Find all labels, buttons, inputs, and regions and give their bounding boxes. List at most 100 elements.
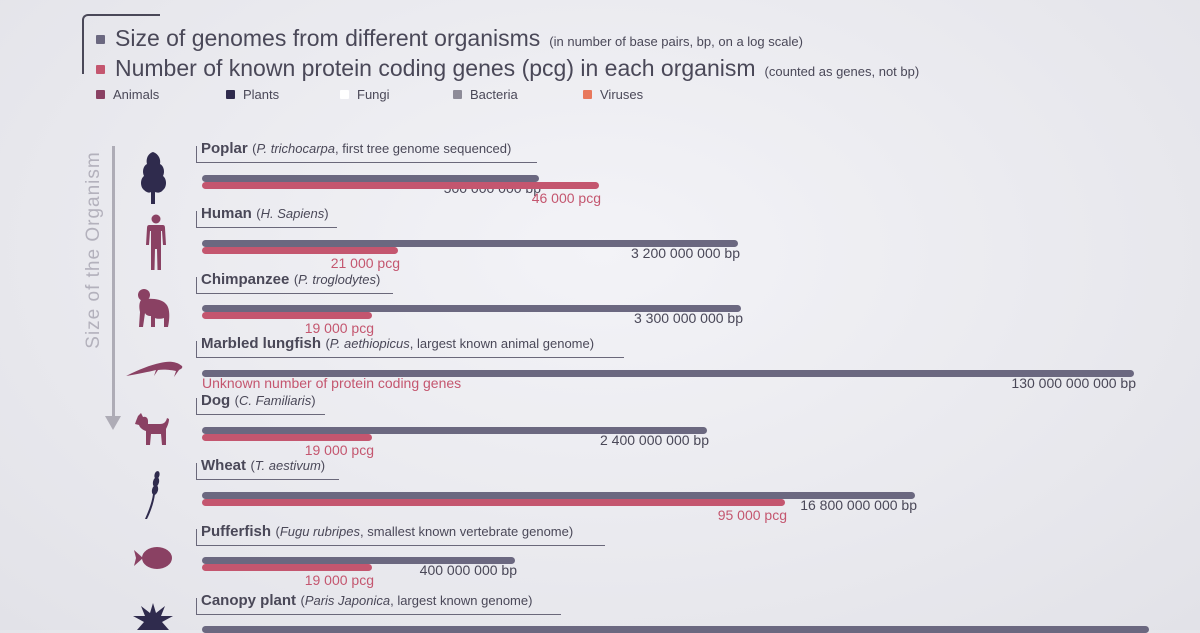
paren-close: ): [324, 206, 329, 221]
legend-label-plants: Plants: [243, 87, 280, 102]
genome-size-label-chimpanzee: 3 300 000 000 bp: [634, 310, 743, 326]
header-genome-size-title: Size of genomes from different organisms: [115, 25, 541, 51]
header-protein-genes-title: Number of known protein coding genes (pc…: [115, 55, 756, 81]
genome-size-bar-pufferfish: [202, 557, 515, 564]
paren-open: (: [300, 593, 305, 608]
label-pufferfish: Pufferfish (Fugu rubripes, smallest know…: [196, 523, 605, 546]
header-protein-genes-subtitle: (counted as genes, not bp): [764, 64, 920, 79]
protein-genes-bar-poplar: [202, 182, 599, 189]
organism-name: Marbled lungfish: [201, 335, 321, 352]
protein-genes-label-chimpanzee: 19 000 pcg: [304, 320, 374, 336]
organism-name: Human: [201, 205, 252, 222]
organism-name: Poplar: [201, 140, 248, 157]
genome-size-swatch: [96, 35, 105, 44]
pufferfish-icon: [133, 545, 175, 571]
protein-genes-label-wheat: 95 000 pcg: [717, 507, 787, 523]
legend-swatch-fungi: [340, 90, 349, 99]
axis-arrow-down-icon: [105, 416, 121, 430]
scientific-name: H. Sapiens: [260, 206, 325, 221]
paren-close: ): [589, 336, 595, 351]
wheat-icon: [143, 470, 165, 520]
genome-size-label-human: 3 200 000 000 bp: [631, 245, 740, 261]
paren-close: ): [375, 272, 381, 287]
scientific-name: P. trichocarpa: [256, 141, 336, 156]
canopy-plant-icon: [133, 603, 173, 630]
protein-genes-label-marbled-lungfish: Unknown number of protein coding genes: [202, 375, 462, 391]
legend-label-fungi: Fungi: [357, 87, 390, 102]
header-line-protein-genes: Number of known protein coding genes (pc…: [96, 55, 919, 82]
protein-genes-bar-dog: [202, 434, 372, 441]
protein-genes-label-dog: 19 000 pcg: [304, 442, 374, 458]
label-poplar: Poplar (P. trichocarpa, first tree genom…: [196, 140, 537, 163]
organism-note: , largest known genome: [390, 593, 529, 608]
human-icon: [145, 214, 167, 272]
label-wheat: Wheat (T. aestivum): [196, 457, 339, 480]
paren-close: ): [311, 393, 316, 408]
organism-note: , first tree genome sequenced: [335, 141, 508, 156]
organism-name: Canopy plant: [201, 592, 297, 609]
label-marbled-lungfish: Marbled lungfish (P. aethiopicus, larges…: [196, 335, 624, 358]
genome-size-label-dog: 2 400 000 000 bp: [600, 432, 709, 448]
organism-name: Pufferfish: [201, 523, 272, 540]
axis-line: [112, 146, 115, 418]
tree-icon: [136, 150, 170, 206]
legend-label-animals: Animals: [113, 87, 160, 102]
label-dog: Dog (C. Familiaris): [196, 392, 325, 415]
paren-open: (: [293, 272, 299, 287]
chimpanzee-icon: [135, 288, 173, 328]
protein-genes-label-human: 21 000 pcg: [330, 255, 400, 271]
dog-icon: [134, 412, 172, 446]
protein-genes-label-poplar: 46 000 pcg: [531, 190, 601, 206]
protein-genes-bar-wheat: [202, 499, 785, 506]
label-human: Human (H. Sapiens): [196, 205, 337, 228]
genome-size-bar-poplar: [202, 175, 539, 182]
legend-swatch-animals: [96, 90, 105, 99]
genome-size-bar-marbled-lungfish: [202, 370, 1134, 377]
scientific-name: Paris Japonica: [304, 593, 391, 608]
lungfish-icon: [124, 358, 184, 380]
paren-open: (: [252, 141, 257, 156]
paren-open: (: [325, 336, 330, 351]
protein-genes-swatch: [96, 65, 105, 74]
protein-genes-label-pufferfish: 19 000 pcg: [304, 572, 374, 588]
scientific-name: P. troglodytes: [298, 272, 376, 287]
paren-open: (: [256, 206, 261, 221]
scientific-name: C. Familiaris: [238, 393, 312, 408]
genome-size-bar-dog: [202, 427, 707, 434]
protein-genes-bar-chimpanzee: [202, 312, 372, 319]
header-bracket: [82, 14, 160, 74]
genome-size-label-wheat: 16 800 000 000 bp: [800, 497, 917, 513]
scientific-name: T. aestivum: [254, 458, 321, 473]
scientific-name: P. aethiopicus: [329, 336, 410, 351]
label-chimpanzee: Chimpanzee (P. troglodytes): [196, 271, 393, 294]
genome-size-bar-human: [202, 240, 738, 247]
genome-size-label-marbled-lungfish: 130 000 000 000 bp: [1011, 375, 1136, 391]
organism-note: , smallest known vertebrate genome: [360, 524, 569, 539]
legend: Animals Plants Fungi Bacteria Viruses: [96, 87, 643, 102]
paren-open: (: [275, 524, 280, 539]
axis-title: Size of the Organism: [83, 151, 104, 349]
legend-label-viruses: Viruses: [600, 87, 644, 102]
legend-swatch-bacteria: [453, 90, 462, 99]
paren-close: ): [507, 141, 512, 156]
genome-size-bar-chimpanzee: [202, 305, 741, 312]
paren-close: ): [568, 524, 574, 539]
legend-item-viruses: Viruses: [583, 87, 643, 102]
scientific-name: Fugu rubripes: [279, 524, 361, 539]
header-genome-size-subtitle: (in number of base pairs, bp, on a log s…: [549, 34, 803, 49]
header-line-genome-size: Size of genomes from different organisms…: [96, 25, 803, 52]
legend-item-animals: Animals: [96, 87, 226, 102]
protein-genes-bar-human: [202, 247, 398, 254]
legend-item-fungi: Fungi: [340, 87, 453, 102]
legend-swatch-plants: [226, 90, 235, 99]
organism-name: Chimpanzee: [201, 271, 290, 288]
paren-close: ): [320, 458, 326, 473]
organism-note: , largest known animal genome: [409, 336, 590, 351]
genome-size-label-pufferfish: 400 000 000 bp: [419, 562, 517, 578]
organism-name: Wheat: [201, 457, 246, 474]
label-canopy-plant: Canopy plant (Paris Japonica, largest kn…: [196, 592, 561, 615]
legend-swatch-viruses: [583, 90, 592, 99]
paren-open: (: [250, 458, 255, 473]
legend-item-plants: Plants: [226, 87, 340, 102]
paren-close: ): [528, 593, 533, 608]
